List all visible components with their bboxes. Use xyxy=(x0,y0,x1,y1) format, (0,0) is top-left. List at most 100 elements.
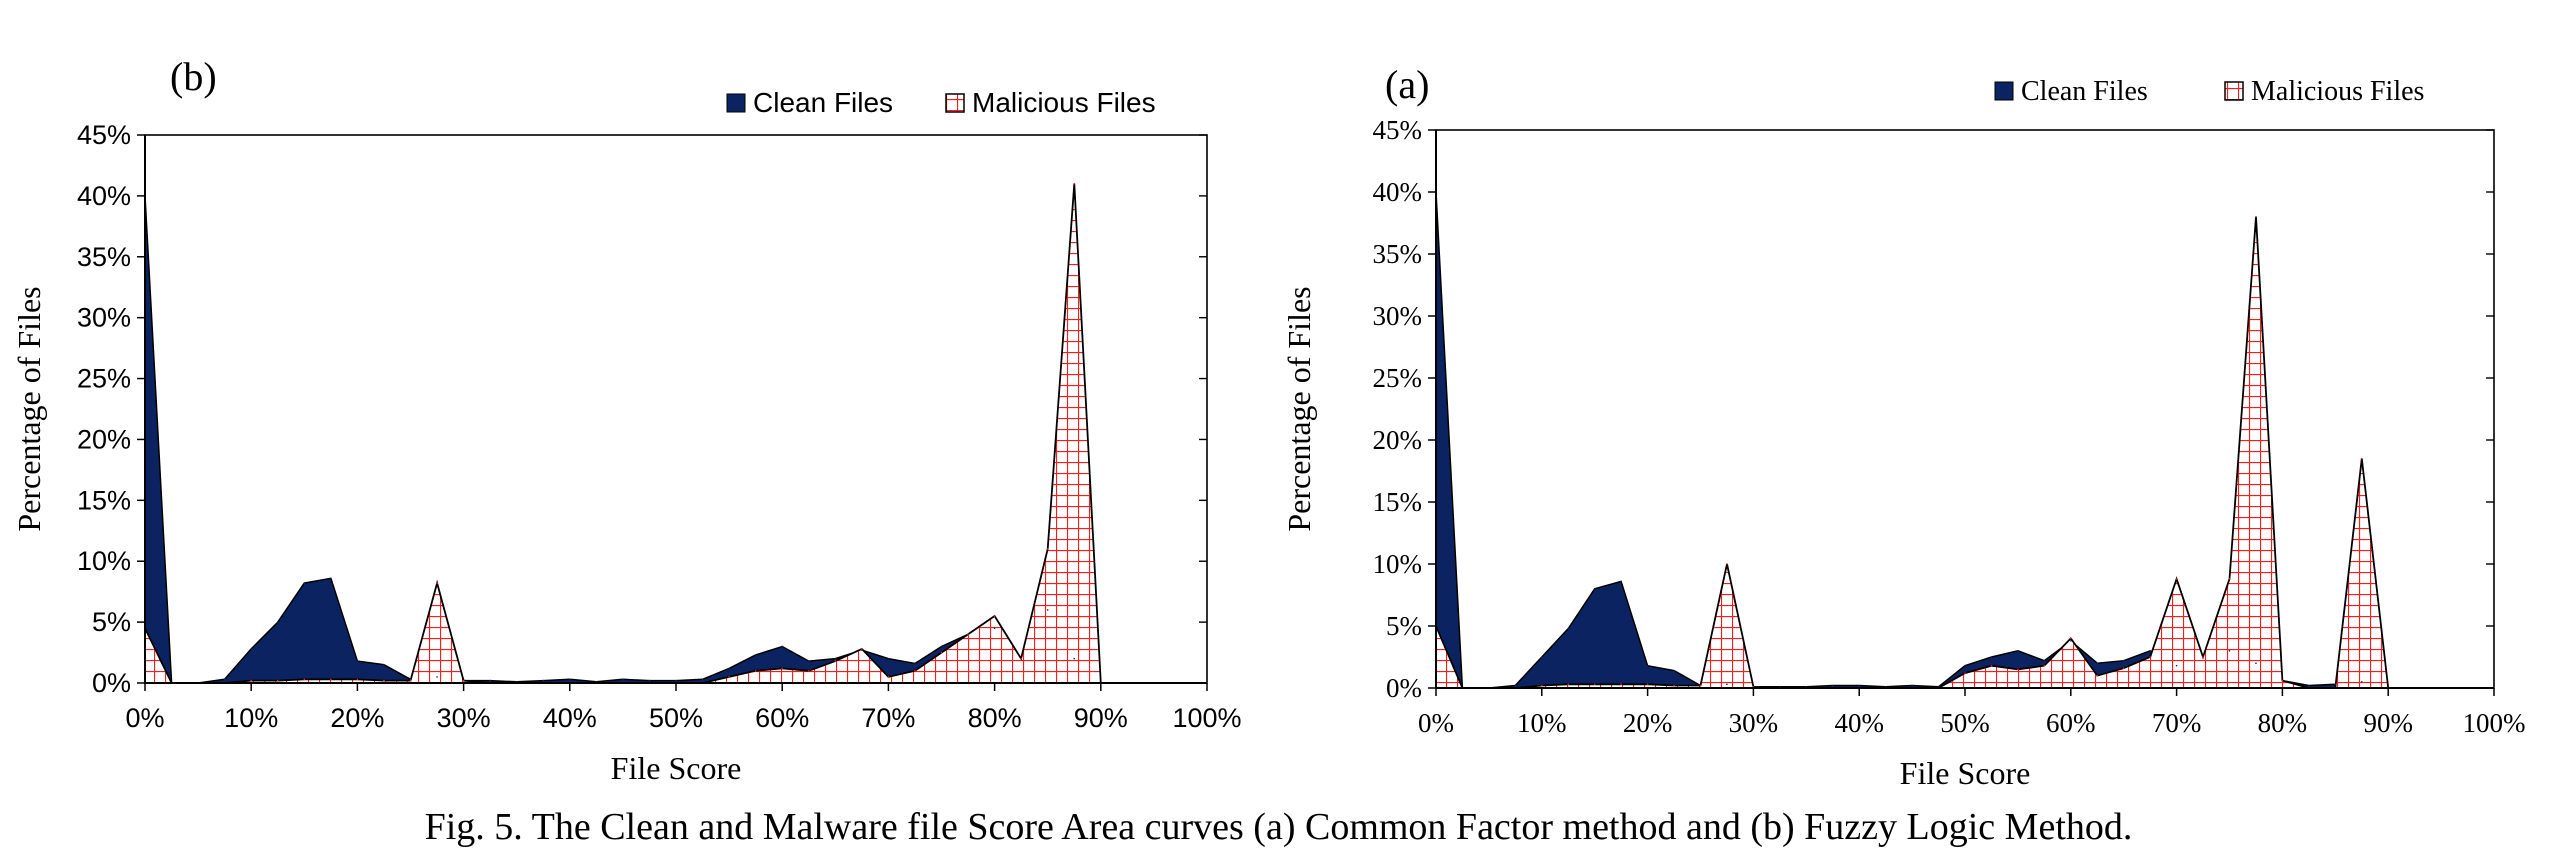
malicious-files-point xyxy=(887,676,890,678)
clean-files-point xyxy=(409,678,412,681)
malicious-files-point xyxy=(2360,457,2363,460)
chart-b: 0% 5% 10% 15% 20% 25% 30% 35% 40% 45% 0% 10% 20% 30% 4… xyxy=(11,54,1242,786)
x-tick-label: 80% xyxy=(2258,708,2308,738)
x-tick-label: 10% xyxy=(224,703,278,733)
panel-b: 0% 5% 10% 15% 20% 25% 30% 35% 40% 45% 0% 10% 20% 30% 4… xyxy=(0,0,1260,800)
clean-files-point xyxy=(1567,627,1570,630)
legend-clean-label: Clean Files xyxy=(2021,76,2148,107)
malicious-files-point xyxy=(2202,656,2204,658)
figure-caption: Fig. 5. The Clean and Malware file Score… xyxy=(424,806,2133,848)
clean-files-point xyxy=(330,577,332,580)
clean-files-point xyxy=(303,582,306,584)
clean-files-point xyxy=(2228,650,2231,652)
malicious-files-point xyxy=(2255,216,2257,218)
clean-files-point xyxy=(622,678,624,681)
clean-files-point xyxy=(223,678,226,681)
clean-files-point xyxy=(2175,664,2178,667)
clean-files-point xyxy=(2096,662,2099,664)
chart-a: 0% 5% 10% 15% 20% 25% 30% 35% 40% 45% 0% 10% 20% 30% 4… xyxy=(1281,62,2526,791)
clean-files-point xyxy=(2334,683,2337,686)
legend: Clean Files Malicious Files xyxy=(726,87,1156,118)
y-axis-title: Percentage of Files xyxy=(11,286,47,531)
panel-label: (b) xyxy=(170,54,217,99)
malicious-files-point xyxy=(276,679,279,682)
panel-a: 0% 5% 10% 15% 20% 25% 30% 35% 40% 45% 0% 10% 20% 30% 4… xyxy=(1270,0,2557,800)
y-tick-label: 10% xyxy=(1373,549,1423,579)
clean-files-point xyxy=(701,678,704,681)
malicious-files-point xyxy=(250,679,252,682)
clean-files-point xyxy=(276,621,279,623)
clean-files-point xyxy=(356,660,359,662)
malicious-files-point xyxy=(861,648,863,650)
x-tick-label: 90% xyxy=(2363,708,2413,738)
y-tick-label: 5% xyxy=(1386,611,1422,641)
malicious-files-point xyxy=(436,582,438,584)
malicious-files-point xyxy=(914,670,916,672)
y-tick-label: 30% xyxy=(1373,301,1423,331)
x-axis-title: File Score xyxy=(1900,755,2031,791)
malicious-files-point xyxy=(1964,672,1966,674)
clean-files-point xyxy=(1911,684,1913,687)
clean-files-point xyxy=(1620,580,1622,583)
x-tick-label: 50% xyxy=(1940,708,1990,738)
clean-files-point xyxy=(1593,588,1596,590)
y-tick-label: 25% xyxy=(1373,363,1423,393)
malicious-files-point xyxy=(2017,668,2019,671)
clean-files-point xyxy=(1514,684,1517,687)
x-tick-label: 70% xyxy=(861,703,915,733)
malicious-files-point xyxy=(1046,548,1049,550)
x-tick-label: 0% xyxy=(125,703,164,733)
clean-files-point xyxy=(2017,650,2019,652)
malicious-files-point xyxy=(462,679,465,682)
malicious-files-point xyxy=(2096,674,2099,677)
y-tick-label: 35% xyxy=(1373,239,1423,269)
legend-malicious-swatch xyxy=(2224,81,2244,101)
malicious-files-point xyxy=(834,660,837,662)
malicious-files-point xyxy=(728,676,730,678)
clean-files-point xyxy=(569,678,571,681)
clean-files-point xyxy=(887,657,890,660)
clean-files-point xyxy=(1964,664,1966,667)
x-tick-label: 30% xyxy=(437,703,491,733)
malicious-files-point xyxy=(1990,664,1993,667)
x-axis-title: File Score xyxy=(611,750,742,786)
legend-clean-swatch xyxy=(726,93,746,113)
malicious-files-point xyxy=(2175,578,2178,580)
malicious-files-point xyxy=(2228,578,2231,580)
y-tick-label: 25% xyxy=(77,364,131,394)
x-tick-label: 70% xyxy=(2152,708,2202,738)
malicious-files-point xyxy=(1673,684,1675,687)
clean-files-point xyxy=(1646,664,1649,667)
malicious-files-point xyxy=(781,667,783,670)
malicious-files-point xyxy=(1620,683,1622,686)
clean-files-point xyxy=(1673,669,1675,672)
malicious-files-point xyxy=(356,678,359,681)
clean-files-point xyxy=(648,679,651,682)
malicious-files-point xyxy=(754,670,757,672)
malicious-files-point xyxy=(409,679,412,682)
legend-malicious-swatch xyxy=(945,93,965,113)
malicious-files-point xyxy=(1020,657,1022,660)
malicious-files-point xyxy=(330,678,332,681)
clean-files-point xyxy=(1073,657,1076,660)
legend: Clean Files Malicious Files xyxy=(1994,76,2424,107)
clean-files-point xyxy=(2149,650,2151,652)
y-tick-label: 45% xyxy=(77,120,131,150)
y-tick-label: 35% xyxy=(77,242,131,272)
legend-malicious-label: Malicious Files xyxy=(2251,76,2424,107)
y-tick-label: 45% xyxy=(1373,115,1423,145)
clean-files-point xyxy=(2070,640,2072,642)
y-tick-label: 10% xyxy=(77,546,131,576)
x-tick-label: 40% xyxy=(1834,708,1884,738)
y-tick-label: 15% xyxy=(1373,487,1423,517)
clean-files-point xyxy=(2360,681,2363,683)
legend-clean-label: Clean Files xyxy=(753,87,893,118)
panel-label: (a) xyxy=(1385,62,1429,107)
clean-files-point xyxy=(834,657,837,660)
x-tick-label: 60% xyxy=(755,703,809,733)
malicious-files-point xyxy=(940,651,943,654)
malicious-files-point xyxy=(967,633,969,636)
clean-files-point xyxy=(1831,684,1834,687)
malicious-files-point xyxy=(1073,182,1076,185)
malicious-files-point xyxy=(1726,563,1728,565)
